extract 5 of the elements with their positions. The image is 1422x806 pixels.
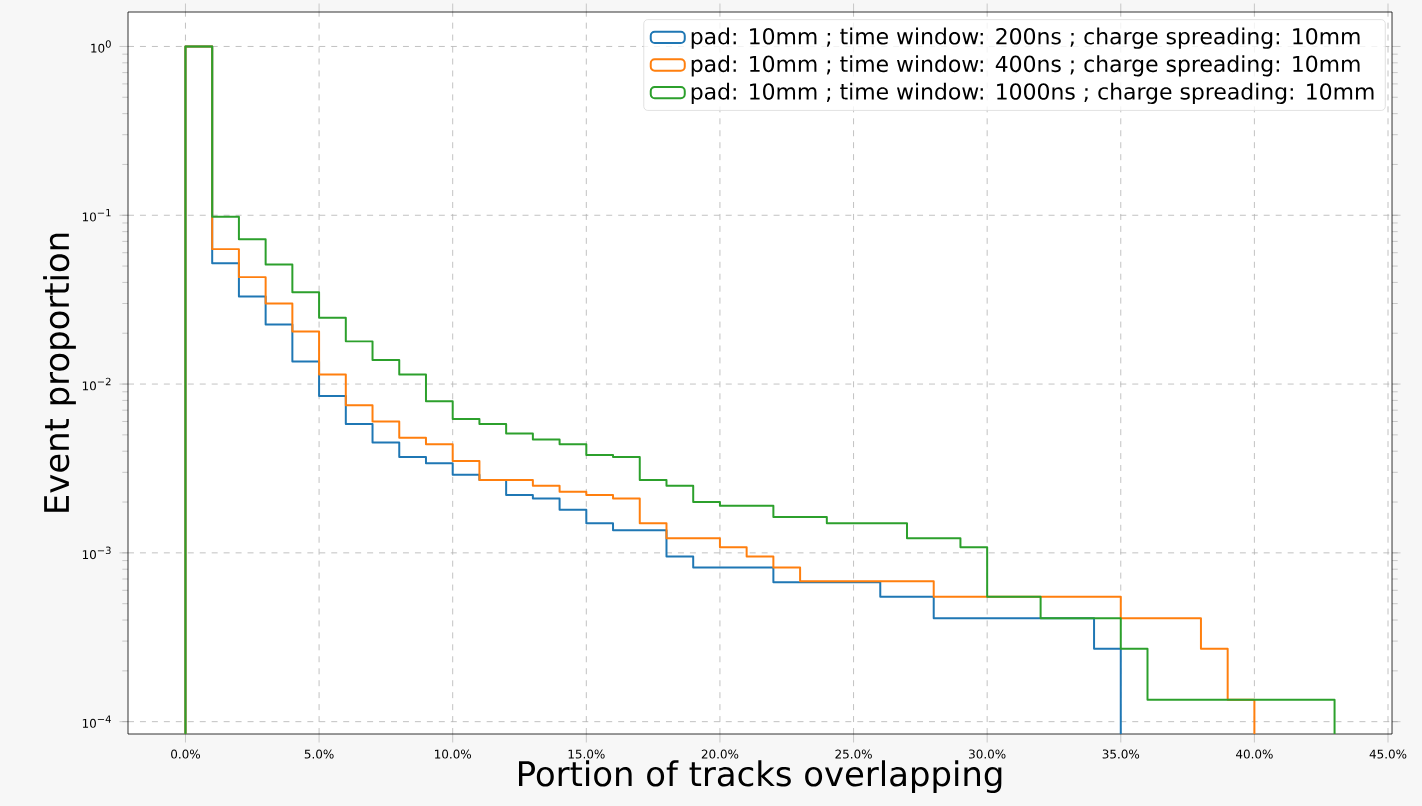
y-axis-title: Event proportion [43,233,76,512]
legend-label: pad: 10mm ; time window: 200ns ; charge spreading: 10mm [691,27,1360,49]
legend-label: pad: 10mm ; time window: 400ns ; charge spreading: 10mm [691,55,1360,77]
legend-label: pad: 10mm ; time window: 1000ns ; charge spreading: 10mm [691,82,1374,105]
x-axis-title: Portion of tracks overlapping [519,760,1002,794]
